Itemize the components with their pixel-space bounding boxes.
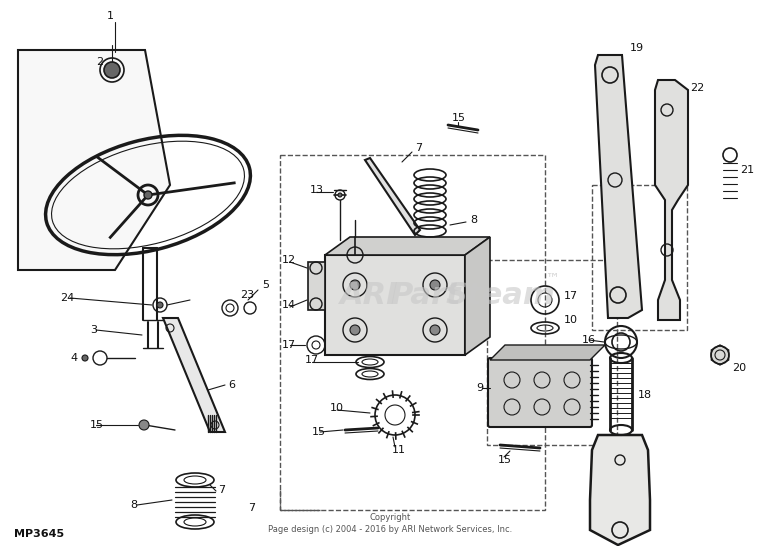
Text: Page design (c) 2004 - 2016 by ARI Network Services, Inc.: Page design (c) 2004 - 2016 by ARI Netwo… (268, 525, 512, 535)
Text: 2: 2 (96, 57, 103, 67)
Text: 7: 7 (415, 143, 422, 153)
Text: 23: 23 (240, 290, 254, 300)
Text: 15: 15 (90, 420, 104, 430)
Polygon shape (595, 55, 642, 318)
Text: 17: 17 (282, 340, 296, 350)
Circle shape (82, 355, 88, 361)
Text: 6: 6 (228, 380, 235, 390)
Text: 11: 11 (392, 445, 406, 455)
Text: ™: ™ (546, 271, 560, 285)
Circle shape (139, 420, 149, 430)
Polygon shape (655, 80, 688, 320)
Text: 5: 5 (262, 280, 269, 290)
Circle shape (430, 280, 440, 290)
Polygon shape (365, 158, 420, 235)
Polygon shape (325, 237, 490, 255)
Text: Copyright: Copyright (370, 513, 410, 523)
Circle shape (104, 62, 120, 78)
Polygon shape (308, 262, 325, 310)
Polygon shape (490, 345, 605, 360)
Polygon shape (711, 345, 729, 365)
Text: 21: 21 (740, 165, 754, 175)
Text: 22: 22 (690, 83, 704, 93)
Bar (592, 185, 687, 330)
Text: 4: 4 (70, 353, 77, 363)
Text: 8: 8 (470, 215, 477, 225)
Text: 12: 12 (282, 255, 296, 265)
Circle shape (350, 325, 360, 335)
Text: 14: 14 (282, 300, 296, 310)
Text: 24: 24 (60, 293, 74, 303)
Polygon shape (18, 50, 170, 270)
Text: 18: 18 (638, 390, 652, 400)
Polygon shape (465, 237, 490, 355)
Text: 19: 19 (630, 43, 644, 53)
Text: 13: 13 (310, 185, 324, 195)
Text: 16: 16 (582, 335, 596, 345)
Text: 15: 15 (452, 113, 466, 123)
Text: 15: 15 (498, 455, 512, 465)
Text: ARI: ARI (340, 281, 399, 310)
Text: Part: Part (390, 281, 461, 310)
Text: MP3645: MP3645 (14, 529, 64, 539)
Text: 3: 3 (90, 325, 97, 335)
Circle shape (144, 191, 152, 199)
Circle shape (430, 325, 440, 335)
Text: 17: 17 (305, 355, 319, 365)
Polygon shape (590, 435, 650, 545)
Text: Steam: Steam (446, 281, 555, 310)
Text: 15: 15 (312, 427, 326, 437)
Text: 7: 7 (218, 485, 225, 495)
Text: 1: 1 (107, 11, 114, 21)
FancyBboxPatch shape (488, 358, 592, 427)
Text: 8: 8 (130, 500, 137, 510)
Text: 7: 7 (248, 503, 255, 513)
Text: 17: 17 (564, 291, 578, 301)
Circle shape (157, 302, 163, 308)
Polygon shape (163, 318, 225, 432)
Text: 10: 10 (330, 403, 344, 413)
Bar (280, 155, 545, 510)
Text: 20: 20 (732, 363, 746, 373)
Text: 9: 9 (476, 383, 483, 393)
Bar (325, 255, 465, 355)
Circle shape (338, 193, 342, 197)
Circle shape (350, 280, 360, 290)
Text: 10: 10 (564, 315, 578, 325)
Bar (487, 260, 617, 445)
